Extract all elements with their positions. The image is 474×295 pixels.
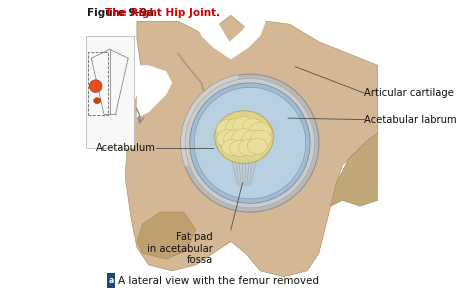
Text: The Right Hip Joint.: The Right Hip Joint. xyxy=(105,8,220,18)
Ellipse shape xyxy=(94,98,100,104)
FancyBboxPatch shape xyxy=(85,36,134,148)
Ellipse shape xyxy=(216,119,243,140)
Ellipse shape xyxy=(249,122,272,140)
Circle shape xyxy=(185,78,315,208)
Text: a: a xyxy=(109,276,114,285)
Ellipse shape xyxy=(217,130,239,148)
Circle shape xyxy=(181,74,319,212)
Ellipse shape xyxy=(251,130,272,147)
Polygon shape xyxy=(125,15,378,277)
Circle shape xyxy=(90,80,102,92)
Ellipse shape xyxy=(226,119,246,135)
Ellipse shape xyxy=(229,140,252,157)
Ellipse shape xyxy=(242,119,264,135)
Ellipse shape xyxy=(215,111,273,164)
Ellipse shape xyxy=(247,138,267,154)
Ellipse shape xyxy=(242,130,265,149)
Text: Acetabulum: Acetabulum xyxy=(96,142,156,153)
Polygon shape xyxy=(137,212,196,259)
Ellipse shape xyxy=(233,117,255,135)
Circle shape xyxy=(194,87,306,199)
Ellipse shape xyxy=(222,140,243,155)
Text: Fat pad
in acetabular
fossa: Fat pad in acetabular fossa xyxy=(147,232,213,266)
Ellipse shape xyxy=(224,130,247,149)
Polygon shape xyxy=(331,133,378,206)
Text: Figure 9-9a: Figure 9-9a xyxy=(87,8,158,18)
Ellipse shape xyxy=(238,139,261,156)
Polygon shape xyxy=(137,65,172,118)
FancyBboxPatch shape xyxy=(107,273,116,288)
Circle shape xyxy=(190,83,310,203)
Wedge shape xyxy=(181,75,250,167)
Polygon shape xyxy=(196,21,266,59)
Text: A lateral view with the femur removed: A lateral view with the femur removed xyxy=(118,276,319,286)
Ellipse shape xyxy=(232,129,256,149)
Text: Acetabular labrum: Acetabular labrum xyxy=(365,114,457,124)
Text: Articular cartilage: Articular cartilage xyxy=(365,88,454,98)
